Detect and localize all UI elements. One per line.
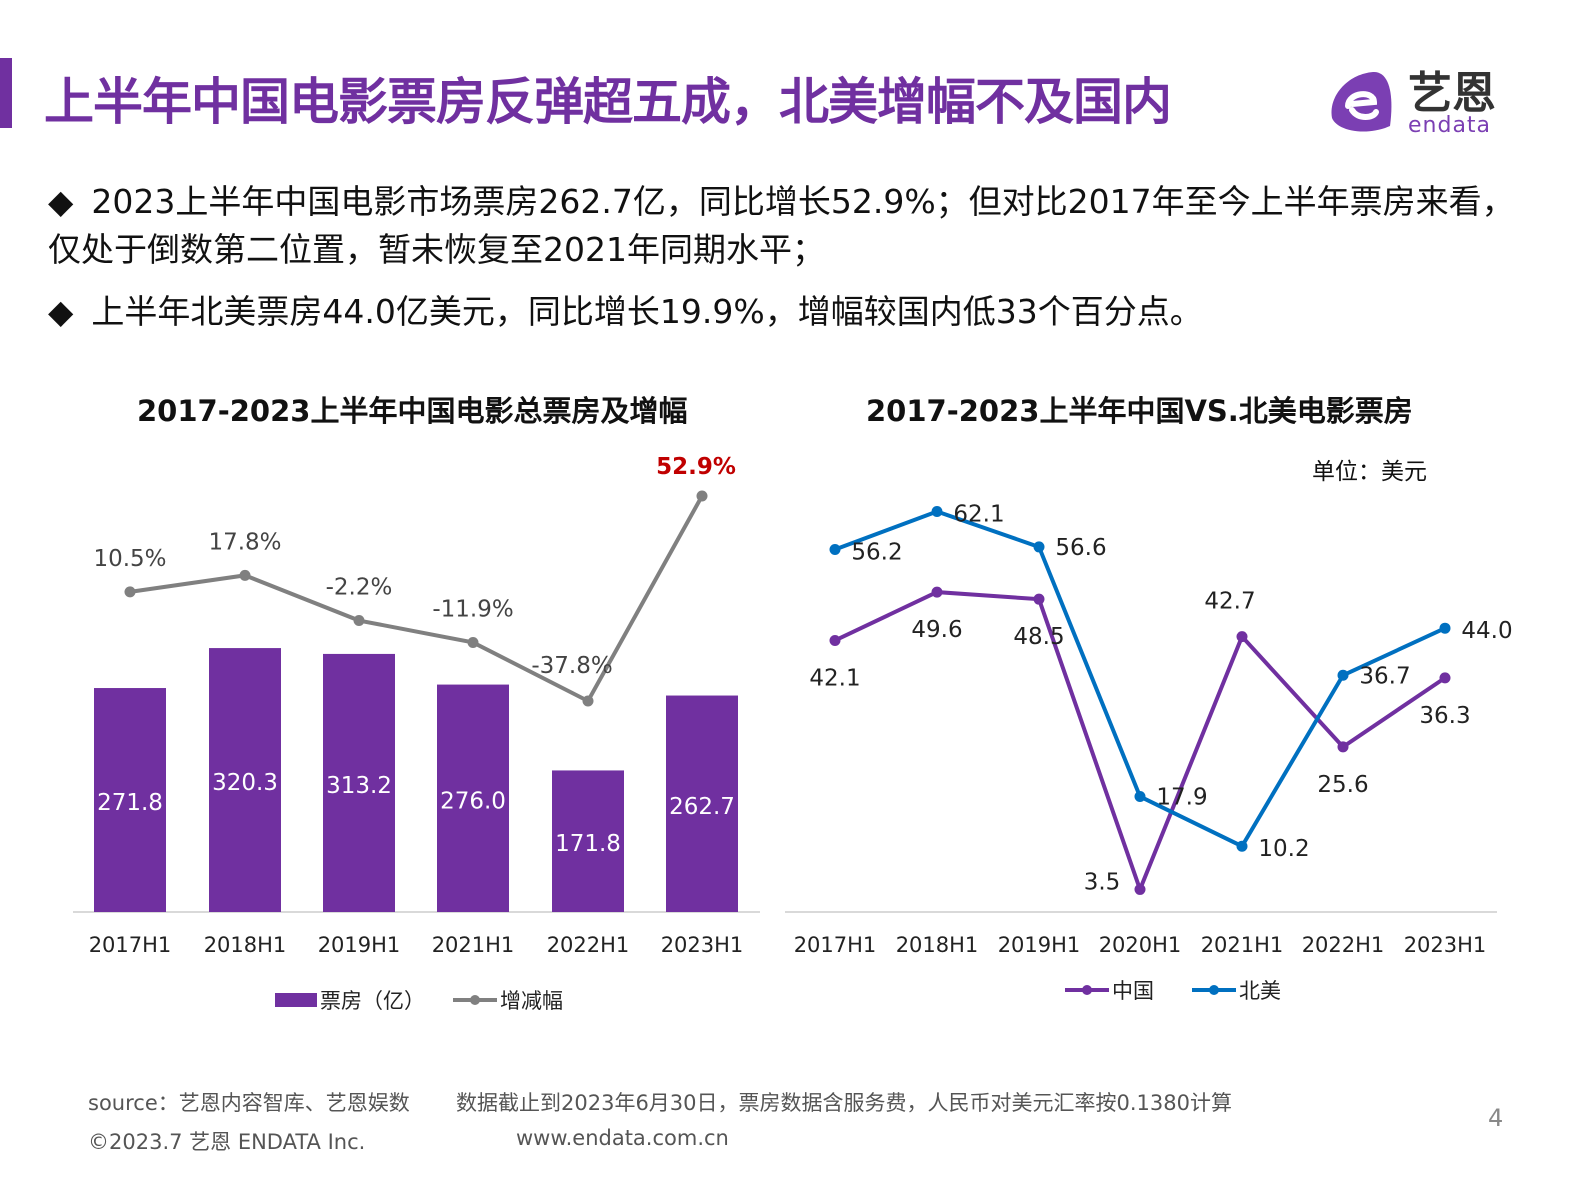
bar-2023H1 <box>666 695 738 912</box>
data-point <box>1337 669 1349 681</box>
data-point <box>1439 622 1451 634</box>
page-number: 4 <box>1488 1104 1504 1132</box>
right-chart-title: 2017-2023上半年中国VS.北美电影票房 <box>866 394 1413 428</box>
bar-2018H1 <box>209 648 281 912</box>
data-label: 17.9 <box>1156 785 1207 811</box>
growth-point <box>696 490 708 502</box>
growth-label: -2.2% <box>326 575 393 601</box>
legend-marker <box>1082 985 1092 995</box>
data-label: 36.7 <box>1359 663 1410 689</box>
data-label: 36.3 <box>1419 703 1470 729</box>
data-point <box>931 505 943 517</box>
bar-2019H1 <box>323 653 395 912</box>
bar-label: 262.7 <box>669 794 735 820</box>
growth-label: -11.9% <box>432 596 513 622</box>
x-tick-label: 2018H1 <box>896 933 979 957</box>
x-tick-label: 2022H1 <box>547 933 630 957</box>
x-tick-label: 2023H1 <box>1404 933 1487 957</box>
data-point <box>829 544 841 556</box>
bar-label: 171.8 <box>555 831 621 857</box>
x-tick-label: 2019H1 <box>998 933 1081 957</box>
data-label: 62.1 <box>953 501 1004 527</box>
data-point <box>1033 593 1045 605</box>
growth-label: 17.8% <box>208 529 281 555</box>
bar-label: 271.8 <box>97 790 163 816</box>
growth-line <box>129 495 704 704</box>
x-tick-label: 2021H1 <box>1201 933 1284 957</box>
data-point <box>1134 883 1146 895</box>
legend-swatch-bar <box>275 993 317 1007</box>
data-label: 44.0 <box>1461 618 1512 644</box>
growth-point <box>353 615 365 627</box>
growth-point <box>239 569 251 581</box>
data-point <box>1236 840 1248 852</box>
diamond-bullet-icon: ◆ <box>48 182 74 221</box>
bar-2021H1 <box>437 684 509 912</box>
data-point <box>829 634 841 646</box>
x-tick-label: 2017H1 <box>794 933 877 957</box>
bar-label: 320.3 <box>212 770 278 796</box>
bullet-item: ◆ 上半年北美票房44.0亿美元，同比增长19.9%，增幅较国内低33个百分点。 <box>48 288 1518 336</box>
x-tick-label: 2022H1 <box>1302 933 1385 957</box>
note-text: 数据截止到2023年6月30日，票房数据含服务费，人民币对美元汇率按0.1380… <box>456 1091 1233 1115</box>
x-tick-label: 2020H1 <box>1099 933 1182 957</box>
data-label: 3.5 <box>1084 869 1121 895</box>
data-point <box>1236 631 1248 643</box>
copyright-text: ©2023.7 艺恩 ENDATA Inc. <box>88 1130 366 1154</box>
bullet-item: ◆ 2023上半年中国电影市场票房262.7亿，同比增长52.9%；但对比2017… <box>48 178 1518 274</box>
data-label: 42.1 <box>809 665 860 691</box>
growth-point <box>467 636 479 648</box>
data-label: 49.6 <box>911 617 962 643</box>
url-link[interactable]: www.endata.com.cn <box>516 1126 729 1150</box>
legend-marker <box>470 995 480 1005</box>
svg-text:endata: endata <box>1408 113 1491 136</box>
legend-marker <box>1209 985 1219 995</box>
legend-label: 增减幅 <box>500 989 563 1013</box>
bullet-list: ◆ 2023上半年中国电影市场票房262.7亿，同比增长52.9%；但对比2017… <box>48 178 1518 350</box>
data-label: 48.5 <box>1013 624 1064 650</box>
legend-label: 中国 <box>1112 979 1154 1003</box>
x-tick-label: 2021H1 <box>432 933 515 957</box>
source-text: source：艺恩内容智库、艺恩娱数 <box>88 1091 410 1115</box>
data-point <box>1033 541 1045 553</box>
bar-label: 313.2 <box>326 773 392 799</box>
data-label: 10.2 <box>1258 836 1309 862</box>
x-tick-label: 2019H1 <box>318 933 401 957</box>
title-accent-bar <box>0 58 12 128</box>
page-title: 上半年中国电影票房反弹超五成，北美增幅不及国内 <box>44 73 1172 131</box>
unit-label: 单位：美元 <box>1312 459 1427 485</box>
growth-label: 52.9% <box>656 454 736 480</box>
data-label: 56.6 <box>1055 535 1106 561</box>
bar-label: 276.0 <box>440 788 506 814</box>
data-point <box>1134 791 1146 803</box>
x-tick-label: 2017H1 <box>89 933 172 957</box>
bar-2022H1 <box>552 770 624 912</box>
growth-label: -37.8% <box>531 653 612 679</box>
x-tick-label: 2023H1 <box>661 933 744 957</box>
data-label: 42.7 <box>1204 589 1255 615</box>
growth-point <box>582 695 594 707</box>
data-label: 56.2 <box>851 540 902 566</box>
left-chart-title: 2017-2023上半年中国电影总票房及增幅 <box>137 394 688 428</box>
legend-label: 票房（亿） <box>320 989 425 1013</box>
growth-point <box>124 586 136 598</box>
data-point <box>931 586 943 598</box>
diamond-bullet-icon: ◆ <box>48 292 74 331</box>
endata-logo: 艺恩 endata <box>1328 66 1518 138</box>
data-label: 25.6 <box>1317 772 1368 798</box>
growth-label: 10.5% <box>93 546 166 572</box>
data-point <box>1439 672 1451 684</box>
svg-text:艺恩: 艺恩 <box>1408 68 1496 119</box>
bar-2017H1 <box>94 688 166 912</box>
x-tick-label: 2018H1 <box>204 933 287 957</box>
data-point <box>1337 741 1349 753</box>
legend-label: 北美 <box>1239 979 1281 1003</box>
